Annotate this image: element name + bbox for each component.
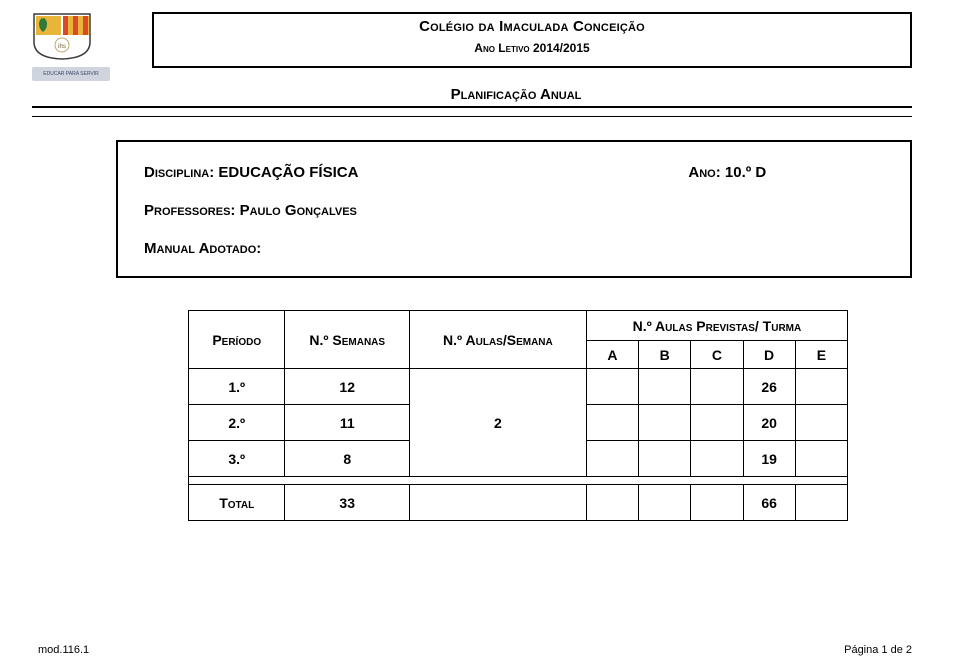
plan-title: Planificação Anual xyxy=(451,86,582,103)
school-logo: ihs EDUCAR PARA SERVIR xyxy=(32,12,112,78)
cell-semanas: 11 xyxy=(285,405,410,441)
academic-year: Ano Letivo 2014/2015 xyxy=(154,41,910,55)
cell-periodo: 3.º xyxy=(189,441,285,477)
shield-icon: ihs xyxy=(32,12,92,60)
total-semanas: 33 xyxy=(285,485,410,521)
total-a xyxy=(586,485,638,521)
total-row: Total 33 66 xyxy=(189,485,848,521)
cell-periodo: 1.º xyxy=(189,369,285,405)
professores-value: Paulo Gonçalves xyxy=(235,202,356,219)
divider-top xyxy=(32,106,912,108)
cell-d: 20 xyxy=(743,405,795,441)
total-c xyxy=(691,485,743,521)
ano-label: Ano: xyxy=(688,164,720,181)
total-d: 66 xyxy=(743,485,795,521)
cell-a xyxy=(586,441,638,477)
divider-bottom xyxy=(32,116,912,117)
table-row: 1.º 12 2 26 xyxy=(189,369,848,405)
cell-semanas: 12 xyxy=(285,369,410,405)
footer-left: mod.116.1 xyxy=(38,644,89,656)
th-letter-d: D xyxy=(743,341,795,369)
cell-c xyxy=(691,369,743,405)
professores-label: Professores: xyxy=(144,202,235,219)
total-aulas-semana xyxy=(410,485,587,521)
cell-d: 26 xyxy=(743,369,795,405)
cell-c xyxy=(691,405,743,441)
cell-periodo: 2.º xyxy=(189,405,285,441)
course-info-box: Disciplina: EDUCAÇÃO FÍSICA Ano: 10.º D … xyxy=(116,140,912,278)
cell-b xyxy=(639,405,691,441)
cell-a xyxy=(586,369,638,405)
cell-d: 19 xyxy=(743,441,795,477)
plan-title-wrap: Planificação Anual xyxy=(120,86,912,104)
ano-value: 10.º D xyxy=(721,164,767,181)
th-letter-c: C xyxy=(691,341,743,369)
header-title-box: Colégio da Imaculada Conceição Ano Letiv… xyxy=(152,12,912,68)
cell-e xyxy=(795,369,847,405)
svg-text:ihs: ihs xyxy=(58,44,66,50)
header: ihs EDUCAR PARA SERVIR Colégio da Imacul… xyxy=(32,12,912,76)
footer-right: Página 1 de 2 xyxy=(844,644,912,656)
cell-a xyxy=(586,405,638,441)
th-periodo: Período xyxy=(189,311,285,369)
cell-c xyxy=(691,441,743,477)
cell-e xyxy=(795,441,847,477)
total-b xyxy=(639,485,691,521)
disciplina-value: EDUCAÇÃO FÍSICA xyxy=(214,164,358,181)
planning-table: Período N.º Semanas N.º Aulas/Semana N.º… xyxy=(188,310,848,521)
th-aulas-previstas: N.º Aulas Previstas/ Turma xyxy=(586,311,847,341)
cell-aulas-semana: 2 xyxy=(410,369,587,477)
cell-b xyxy=(639,369,691,405)
school-name: Colégio da Imaculada Conceição xyxy=(154,18,910,35)
th-letter-e: E xyxy=(795,341,847,369)
th-semanas: N.º Semanas xyxy=(285,311,410,369)
disciplina-label: Disciplina: xyxy=(144,164,214,181)
manual-label: Manual Adotado: xyxy=(144,240,261,257)
total-e xyxy=(795,485,847,521)
cell-b xyxy=(639,441,691,477)
th-letter-a: A xyxy=(586,341,638,369)
footer: mod.116.1 Página 1 de 2 xyxy=(38,644,912,656)
th-letter-b: B xyxy=(639,341,691,369)
total-label: Total xyxy=(189,485,285,521)
logo-banner: EDUCAR PARA SERVIR xyxy=(32,67,110,81)
cell-e xyxy=(795,405,847,441)
th-aulas-semana: N.º Aulas/Semana xyxy=(410,311,587,369)
cell-semanas: 8 xyxy=(285,441,410,477)
